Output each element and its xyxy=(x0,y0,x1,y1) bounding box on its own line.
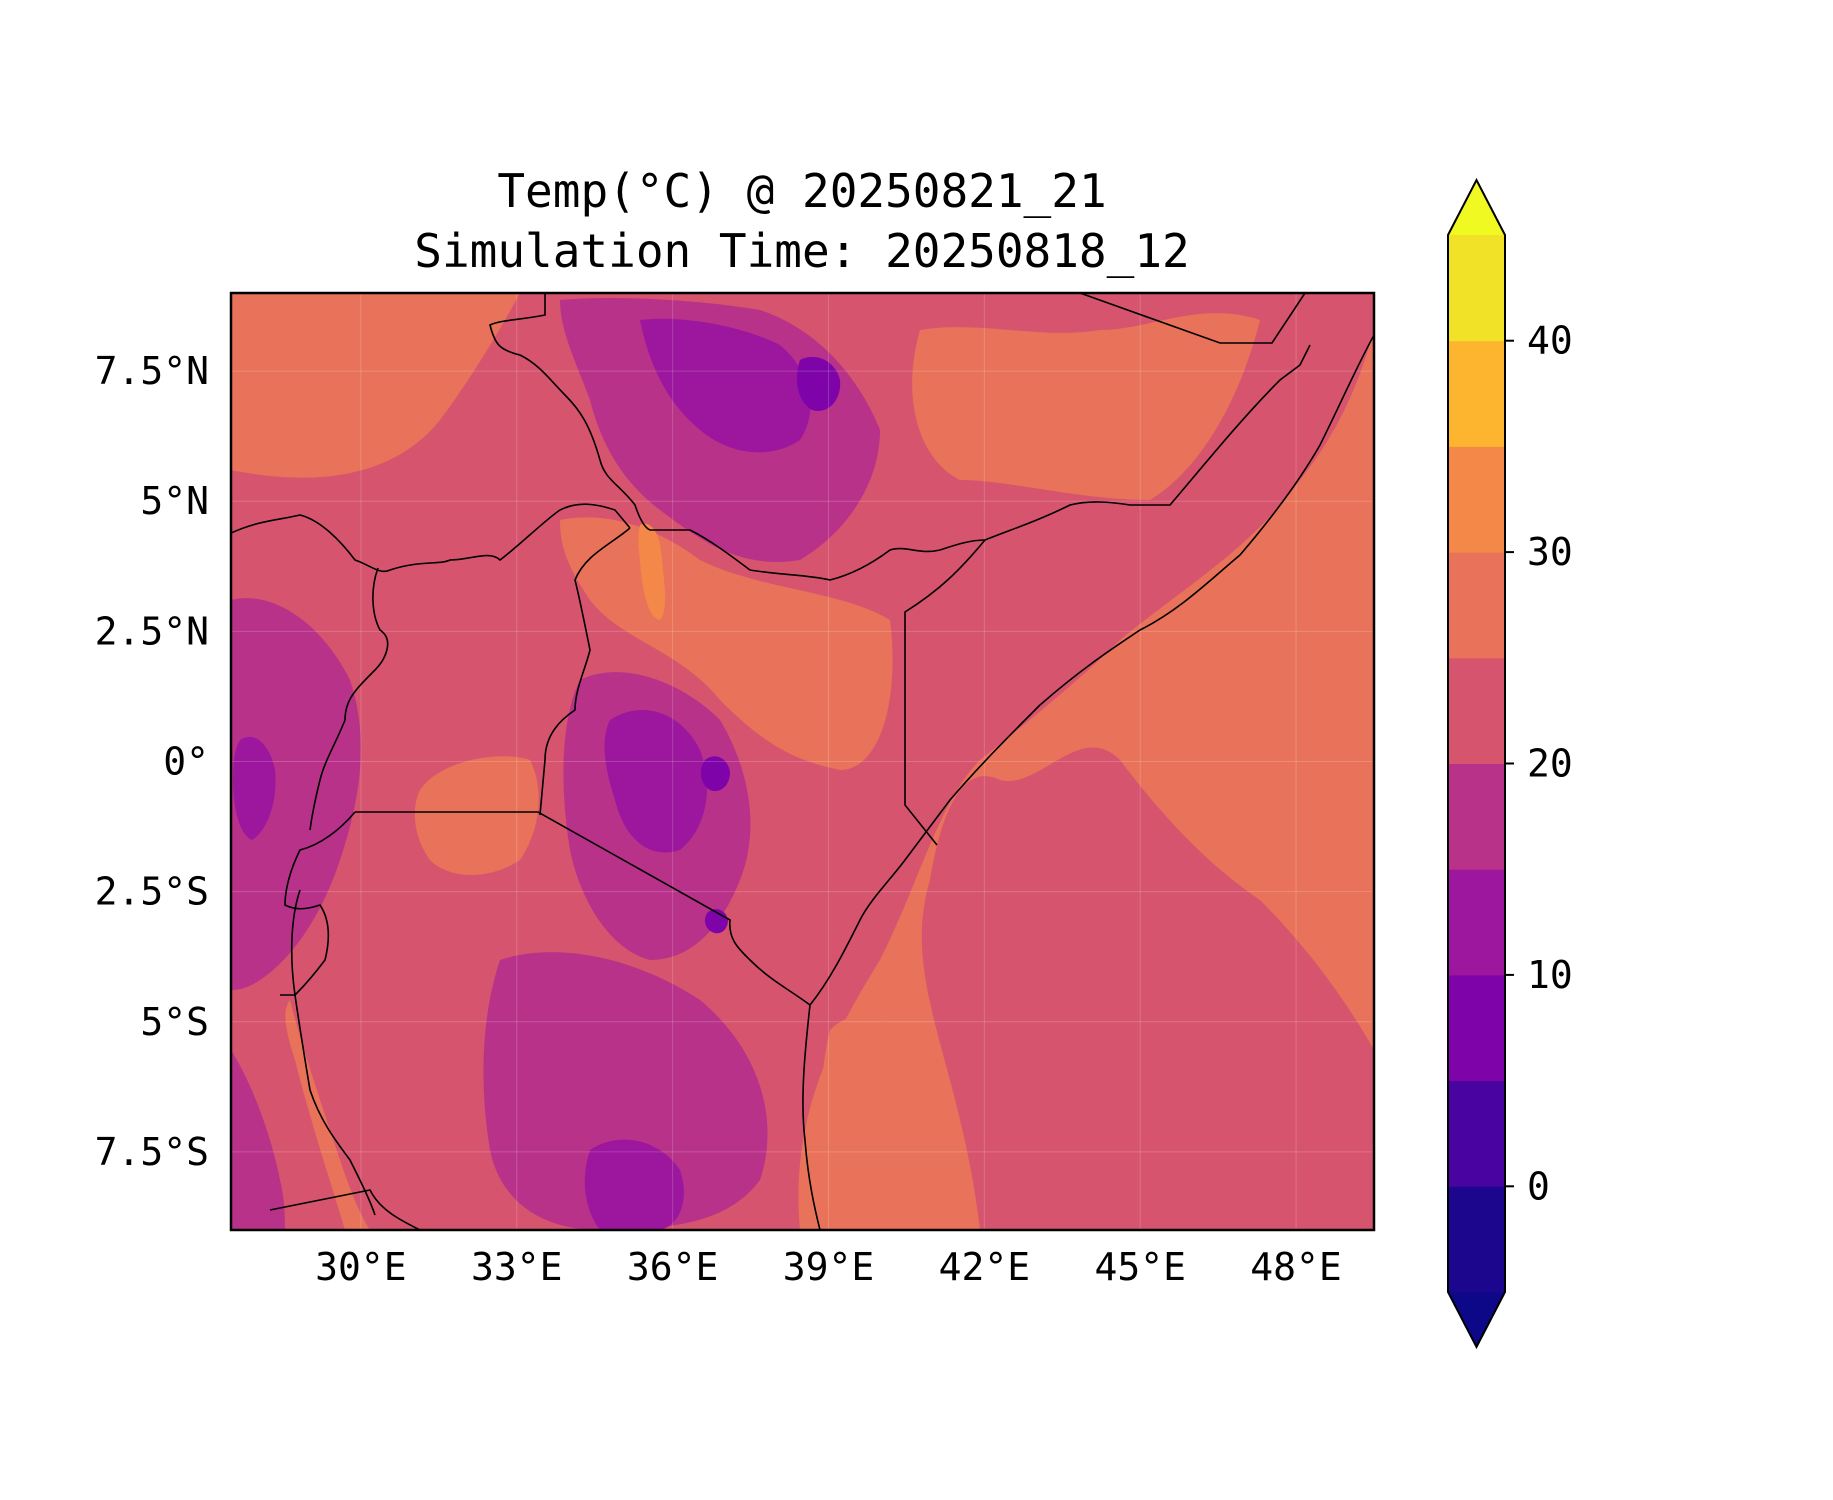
longitude-tick-label: 42°E xyxy=(939,1245,1031,1289)
uganda-drc-border xyxy=(309,567,389,831)
latitude-tick-label: 2.5°N xyxy=(95,609,209,653)
ethiopia-somalia-border xyxy=(984,344,1311,541)
colorbar-segment xyxy=(1448,235,1505,342)
longitude-tick-label: 33°E xyxy=(471,1245,563,1289)
longitude-tick-label: 36°E xyxy=(627,1245,719,1289)
latitude-tick-labels: 7.5°N 5°N 2.5°N 0° 2.5°S 5°S 7.5°S xyxy=(95,349,209,1174)
map-title: Temp(°C) @ 20250821_21 xyxy=(497,164,1106,218)
ethiopia-sudan-border xyxy=(489,293,651,531)
colorbar-outline xyxy=(1447,177,1506,1350)
ethiopia-cold-peak xyxy=(796,356,841,411)
tanzania-plateau-region xyxy=(483,952,768,1230)
western-highland-region xyxy=(231,598,361,990)
latitude-tick-label: 5°S xyxy=(140,1000,209,1044)
ethiopia-cool-core xyxy=(640,318,811,453)
longitude-tick-label: 48°E xyxy=(1250,1245,1342,1289)
latitude-tick-label: 2.5°S xyxy=(95,870,209,914)
graticule xyxy=(231,293,1374,1230)
rwenzori-cool-core xyxy=(233,736,276,840)
colorbar-over-extension xyxy=(1448,180,1505,235)
map-subtitle: Simulation Time: 20250818_12 xyxy=(414,224,1189,278)
colorbar-segment xyxy=(1448,1080,1505,1187)
colorbar-under-extension xyxy=(1448,1292,1505,1347)
kenya-somalia-border xyxy=(904,539,986,846)
uganda-kenya-border xyxy=(539,527,631,816)
northeast-warm-region xyxy=(912,313,1260,500)
colorbar-segment xyxy=(1448,1186,1505,1293)
latitude-tick-label: 7.5°N xyxy=(95,349,209,393)
map-frame xyxy=(229,291,1376,1232)
colorbar-segment xyxy=(1448,657,1505,764)
tanzania-cool-core xyxy=(584,1139,684,1230)
rwanda-burundi-border xyxy=(280,811,356,996)
mount-kenya-cold-peak xyxy=(700,756,730,792)
ocean-warm-region xyxy=(798,330,1374,1230)
somaliland-border xyxy=(1079,293,1306,344)
temperature-colorbar: 0 10 20 30 40 xyxy=(1447,177,1573,1350)
latitude-tick-label: 7.5°S xyxy=(95,1130,209,1174)
eastern-drc-region xyxy=(231,1050,285,1230)
colorbar-segment xyxy=(1448,974,1505,1082)
longitude-tick-label: 45°E xyxy=(1094,1245,1186,1289)
colorbar-tick-label: 20 xyxy=(1527,742,1573,786)
colorbar-tick-label: 0 xyxy=(1527,1164,1550,1208)
lake-turkana-hot-strip xyxy=(638,523,666,620)
colorbar-tick-label: 10 xyxy=(1527,953,1573,997)
colorbar-segment xyxy=(1448,446,1505,553)
east-africa-coastline xyxy=(802,334,1374,1230)
tanzania-zambia-border xyxy=(269,1189,421,1230)
colorbar-segment xyxy=(1448,763,1505,870)
colorbar-tick-label: 40 xyxy=(1527,319,1573,363)
lake-victoria-warm-region xyxy=(414,756,539,875)
coastal-tanzania-warm-region xyxy=(820,1015,960,1230)
temperature-field xyxy=(231,293,1374,1230)
colorbar-tick-label: 30 xyxy=(1527,530,1573,574)
colorbar-segment xyxy=(1448,552,1505,659)
longitude-tick-label: 39°E xyxy=(783,1245,875,1289)
lake-victoria-south-border xyxy=(355,811,811,1006)
longitude-tick-label: 30°E xyxy=(315,1245,407,1289)
kenya-cool-core xyxy=(604,710,708,853)
map-panel xyxy=(229,291,1376,1232)
latitude-tick-label: 0° xyxy=(163,740,209,784)
colorbar-segment xyxy=(1448,869,1505,976)
colorbar-segment xyxy=(1448,340,1505,447)
latitude-tick-label: 5°N xyxy=(140,479,209,523)
political-borders xyxy=(231,293,1374,1230)
western-lake-border xyxy=(290,889,376,1216)
north-warm-region xyxy=(231,293,520,478)
ethiopia-kenya-border xyxy=(650,529,986,581)
south-sudan-border xyxy=(231,503,631,573)
western-rift-warm-strip xyxy=(285,1000,370,1230)
longitude-tick-labels: 30°E 33°E 36°E 39°E 42°E 45°E 48°E xyxy=(315,1245,1342,1289)
